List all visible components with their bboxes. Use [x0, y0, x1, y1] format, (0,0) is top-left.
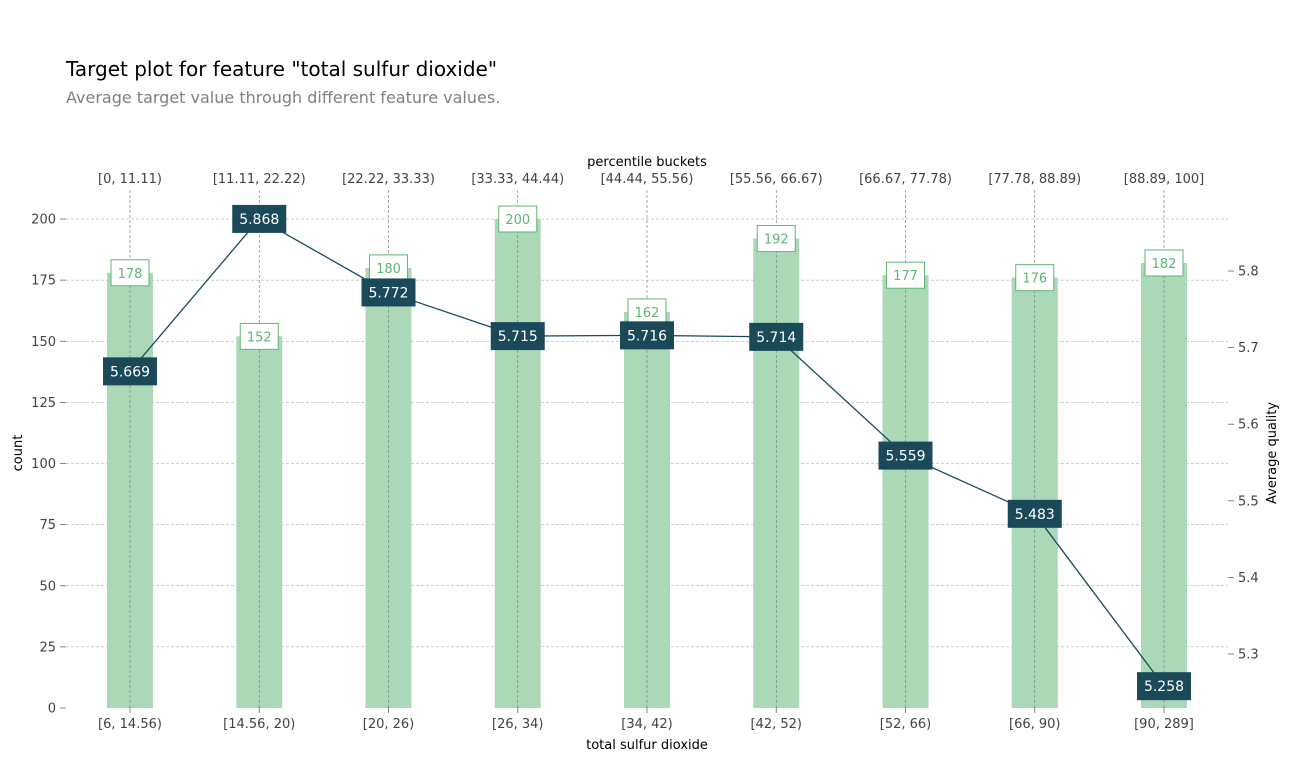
x-tick-label: [14.56, 20): [223, 717, 295, 732]
y-tick-label: 25: [39, 640, 56, 655]
top-tick-label: [55.56, 66.67): [730, 172, 823, 187]
average-label: 5.714: [756, 330, 796, 346]
right-y-tick-label: 5.4: [1238, 571, 1259, 586]
average-label: 5.258: [1144, 679, 1184, 695]
y-tick-label: 150: [31, 335, 56, 350]
right-y-axis-title: Average quality: [1265, 402, 1280, 504]
count-label: 200: [505, 213, 530, 228]
count-label: 178: [118, 267, 143, 282]
average-label-box: [361, 278, 416, 307]
top-axis-title: percentile buckets: [587, 155, 707, 170]
x-tick-label: [42, 52): [751, 717, 803, 732]
x-tick-label: [26, 34): [492, 717, 544, 732]
y-tick-label: 100: [31, 457, 56, 472]
vertical-grid-lines: [129, 190, 1165, 708]
y-tick-label: 175: [31, 274, 56, 289]
right-y-tick-label: 5.7: [1238, 341, 1259, 356]
count-label-box: [239, 322, 279, 350]
average-label: 5.669: [110, 364, 150, 380]
right-y-tick-label: 5.5: [1238, 494, 1259, 509]
average-labels: 5.669 5.868 5.772 5.715 5.716 5.714 5.559 5.483…: [103, 204, 1191, 701]
y-tick-label: 50: [39, 579, 56, 594]
top-tick-label: [44.44, 55.56): [601, 172, 694, 187]
x-tick-label: [66, 90): [1009, 717, 1061, 732]
x-tick-label: [6, 14.56): [98, 717, 162, 732]
top-tick-label: [0, 11.11): [98, 172, 162, 187]
average-label-box: [878, 441, 933, 470]
x-tick-label: [90, 289]: [1134, 717, 1194, 732]
average-label: 5.716: [627, 328, 667, 344]
count-label-box: [886, 261, 925, 289]
average-label-box: [1137, 672, 1191, 701]
top-tick-label: [11.11, 22.22): [213, 172, 306, 187]
count-label: 176: [1022, 272, 1047, 287]
count-label: 162: [635, 306, 660, 321]
chart-subtitle: Average target value through different f…: [66, 88, 500, 107]
average-label-box: [232, 204, 287, 233]
average-label: 5.559: [885, 449, 925, 465]
top-tick-label: [66.67, 77.78): [859, 172, 952, 187]
y-tick-label: 200: [31, 213, 56, 228]
y-tick-label: 125: [31, 396, 56, 411]
right-y-tick-label: 5.8: [1238, 265, 1259, 280]
count-label-box: [756, 225, 796, 253]
count-label: 152: [247, 330, 272, 345]
average-label-box: [620, 321, 674, 350]
average-label-box: [1007, 499, 1062, 528]
x-tick-label: [52, 66): [880, 717, 932, 732]
count-label-box: [369, 254, 408, 282]
count-label: 177: [893, 269, 918, 284]
x-tick-label: [20, 26): [363, 717, 415, 732]
x-axis-title: total sulfur dioxide: [586, 738, 708, 753]
count-label: 182: [1152, 257, 1177, 272]
right-y-tick-label: 5.3: [1238, 648, 1259, 663]
chart-title: Target plot for feature "total sulfur di…: [65, 57, 497, 81]
count-label-box: [1144, 249, 1184, 277]
average-label-box: [490, 322, 545, 351]
axes: 0 25 50 75 100 125 150 175 200 5.3 5.4 5.5 5.6 5.7 5.8…: [31, 172, 1259, 732]
count-labels: 178 152 180 200 162 192 177 176 182: [110, 205, 1184, 350]
count-label-box: [1015, 264, 1055, 292]
average-label-box: [103, 357, 157, 386]
count-label: 180: [376, 262, 401, 277]
average-label: 5.868: [239, 212, 279, 228]
count-label-box: [627, 298, 667, 326]
average-label: 5.715: [498, 329, 538, 345]
count-label-box: [498, 205, 538, 233]
top-tick-label: [22.22, 33.33): [342, 172, 435, 187]
top-tick-label: [77.78, 88.89): [988, 172, 1081, 187]
y-tick-label: 75: [39, 518, 56, 533]
count-label-box: [110, 259, 150, 287]
y-tick-label: 0: [48, 702, 56, 717]
average-label-box: [749, 322, 804, 351]
right-y-tick-label: 5.6: [1238, 418, 1259, 433]
average-label: 5.772: [368, 285, 408, 301]
top-tick-label: [88.89, 100]: [1124, 172, 1204, 187]
average-label: 5.483: [1015, 507, 1055, 523]
top-tick-label: [33.33, 44.44): [471, 172, 564, 187]
count-label: 192: [764, 233, 789, 248]
x-tick-label: [34, 42): [621, 717, 673, 732]
y-axis-title: count: [11, 435, 26, 472]
